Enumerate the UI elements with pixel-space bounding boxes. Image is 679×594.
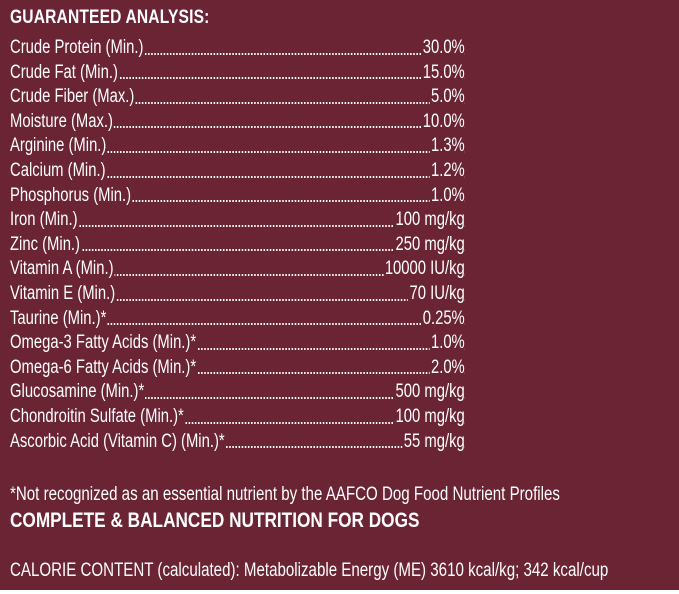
dot-leader (10, 200, 465, 203)
dot-leader (10, 421, 465, 424)
analysis-row: Crude Fiber (Max.) 5.0% (10, 85, 465, 110)
nutrient-label: Crude Protein (Min.) (10, 37, 145, 58)
nutrient-label: Iron (Min.) (10, 209, 79, 231)
dot-leader (10, 298, 465, 301)
analysis-row: Iron (Min.) 100 mg/kg (10, 208, 465, 233)
nutrient-value: 500 mg/kg (393, 380, 465, 405)
dot-leader (10, 273, 465, 276)
aafco-footnote: *Not recognized as an essential nutrient… (10, 484, 560, 505)
analysis-row: Phosphorus (Min.) 1.0% (10, 183, 465, 209)
dot-leader (10, 52, 465, 55)
dot-leader (10, 372, 465, 375)
dot-leader (10, 323, 465, 326)
analysis-row: Calcium (Min.) 1.2% (10, 158, 465, 184)
nutrient-value: 15.0% (421, 60, 465, 86)
dot-leader (10, 224, 465, 227)
analysis-row: Omega-3 Fatty Acids (Min.)* 1.0% (10, 331, 465, 356)
nutrient-value: 1.3% (429, 134, 465, 159)
analysis-row: Moisture (Max.) 10.0% (10, 109, 465, 135)
nutrient-value: 1.0% (429, 183, 465, 209)
nutrient-value: 10.0% (421, 109, 465, 135)
dot-leader (10, 126, 465, 129)
calorie-content: CALORIE CONTENT (calculated): Metaboliza… (10, 560, 609, 581)
analysis-row: Crude Fat (Min.) 15.0% (10, 60, 465, 86)
nutrient-label: Chondroitin Sulfate (Min.)* (10, 405, 185, 427)
nutrient-label: Phosphorus (Min.) (10, 184, 132, 206)
analysis-table: Crude Protein (Min.) 30.0% Crude Fat (Min… (10, 36, 465, 455)
nutrient-value: 55 mg/kg (402, 429, 465, 455)
nutrient-value: 100 mg/kg (393, 404, 465, 430)
nutrient-value: 100 mg/kg (393, 208, 465, 233)
analysis-row: Arginine (Min.) 1.3% (10, 134, 465, 159)
analysis-row: Taurine (Min.)* 0.25% (10, 306, 465, 332)
nutrient-label: Crude Fat (Min.) (10, 61, 119, 83)
nutrient-value: 1.2% (429, 158, 465, 184)
nutrient-value: 0.25% (421, 306, 465, 332)
complete-balanced-statement: COMPLETE & BALANCED NUTRITION FOR DOGS (10, 509, 420, 532)
analysis-row: Omega-6 Fatty Acids (Min.)* 2.0% (10, 355, 465, 381)
nutrient-label: Omega-6 Fatty Acids (Min.)* (10, 356, 197, 378)
nutrient-value: 2.0% (429, 355, 465, 381)
nutrient-value: 10000 IU/kg (383, 257, 465, 282)
analysis-row: Vitamin A (Min.) 10000 IU/kg (10, 257, 465, 282)
dot-leader (10, 347, 465, 350)
nutrient-label: Glucosamine (Min.)* (10, 381, 146, 403)
dot-leader (10, 101, 465, 104)
nutrient-label: Moisture (Max.) (10, 110, 114, 132)
nutrient-label: Vitamin A (Min.) (10, 258, 115, 280)
nutrient-value: 5.0% (429, 85, 465, 110)
analysis-row: Ascorbic Acid (Vitamin C) (Min.)* 55 mg/k… (10, 429, 465, 455)
analysis-row: Chondroitin Sulfate (Min.)* 100 mg/kg (10, 404, 465, 430)
nutrient-value: 70 IU/kg (407, 281, 465, 307)
dot-leader (10, 446, 465, 449)
nutrient-label: Vitamin E (Min.) (10, 282, 116, 304)
dot-leader (10, 77, 465, 80)
nutrient-value: 250 mg/kg (393, 232, 465, 258)
analysis-row: Crude Protein (Min.) 30.0% (10, 36, 465, 61)
dot-leader (10, 396, 465, 399)
nutrient-label: Crude Fiber (Max.) (10, 86, 136, 108)
analysis-row: Vitamin E (Min.) 70 IU/kg (10, 281, 465, 307)
dot-leader (10, 175, 465, 178)
nutrient-value: 1.0% (429, 331, 465, 356)
dot-leader (10, 249, 465, 252)
nutrient-label: Arginine (Min.) (10, 135, 108, 157)
nutrient-label: Calcium (Min.) (10, 159, 107, 181)
guaranteed-analysis-heading: GUARANTEED ANALYSIS: (10, 7, 210, 28)
nutrient-label: Zinc (Min.) (10, 233, 81, 255)
analysis-row: Glucosamine (Min.)* 500 mg/kg (10, 380, 465, 405)
nutrient-label: Taurine (Min.)* (10, 307, 108, 329)
dot-leader (10, 150, 465, 153)
analysis-row: Zinc (Min.) 250 mg/kg (10, 232, 465, 258)
nutrient-label: Ascorbic Acid (Vitamin C) (Min.)* (10, 430, 226, 452)
nutrient-value: 30.0% (421, 36, 465, 61)
nutrient-label: Omega-3 Fatty Acids (Min.)* (10, 332, 197, 354)
